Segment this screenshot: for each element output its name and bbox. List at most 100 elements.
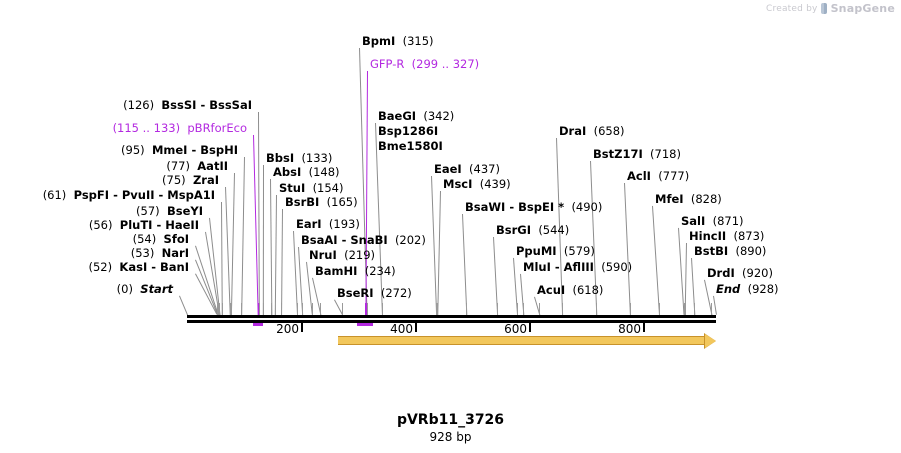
gene-arrow[interactable]	[338, 332, 716, 349]
map-label-bsrgi[interactable]: BsrGI (544)	[496, 224, 569, 237]
map-label-sfoi[interactable]: (54) SfoI	[133, 233, 189, 246]
label-name: End	[716, 282, 741, 296]
map-label-aatii[interactable]: (77) AatII	[166, 160, 228, 173]
map-label-absi[interactable]: AbsI (148)	[273, 166, 340, 179]
leader-line-bsawi-bspei	[462, 213, 468, 315]
label-name: HaeII	[165, 218, 199, 232]
label-separator: -	[337, 233, 351, 247]
label-position: (579)	[563, 244, 595, 258]
map-label-eaei[interactable]: EaeI (437)	[434, 163, 500, 176]
map-label-bbsi[interactable]: BbsI (133)	[266, 152, 332, 165]
label-position: (490)	[571, 200, 603, 214]
label-name: BsrBI	[285, 195, 320, 209]
map-label-stui[interactable]: StuI (154)	[279, 182, 344, 195]
leader-line-mfei	[652, 205, 660, 315]
cut-site-tick-mlui-afliii	[523, 303, 525, 315]
cut-site-tick-bpmi	[366, 303, 368, 315]
map-label-drdi[interactable]: DrdI (920)	[707, 267, 773, 280]
map-label-bpmi[interactable]: BpmI (315)	[362, 35, 434, 48]
label-name: BanI	[160, 260, 189, 274]
label-name: BspEI *	[518, 200, 565, 214]
label-name: Bsp1286I	[378, 124, 439, 138]
leader-line-bsssi-bsssai	[258, 111, 260, 315]
label-position: (439)	[479, 177, 511, 191]
map-label-end[interactable]: End (928)	[716, 283, 779, 296]
map-label-hincii[interactable]: HincII (873)	[689, 230, 764, 243]
cut-site-tick-mmei-bsphi	[241, 303, 243, 315]
cut-site-tick-eari	[297, 303, 299, 315]
map-label-ppumi[interactable]: PpuMI (579)	[516, 245, 595, 258]
map-label-eari[interactable]: EarI (193)	[296, 218, 360, 231]
cut-site-tick-nari	[217, 303, 219, 315]
cut-site-tick-nrui	[311, 303, 313, 315]
label-name: BseYI	[166, 204, 203, 218]
label-position: (590)	[601, 260, 633, 274]
feature-bar-gfp-r-bar[interactable]	[357, 322, 374, 326]
map-label-mfei[interactable]: MfeI (828)	[655, 193, 722, 206]
map-label-bstbi[interactable]: BstBI (890)	[694, 245, 766, 258]
map-label-pluti-haeii[interactable]: (56) PluTI - HaeII	[89, 219, 199, 232]
cut-site-tick-bseyi	[219, 303, 221, 315]
map-label-pbrforeco[interactable]: (115 .. 133) pBRforEco	[113, 122, 247, 135]
label-position: (193)	[328, 217, 360, 231]
map-label-pspfi-pvuii-mspa1i[interactable]: (61) PspFI - PvuII - MspA1I	[43, 189, 215, 202]
map-label-nrui[interactable]: NruI (219)	[309, 249, 375, 262]
map-label-bstz17i[interactable]: BstZ17I (718)	[593, 148, 681, 161]
label-position: (95)	[121, 143, 145, 157]
map-label-acui[interactable]: AcuI (618)	[537, 284, 603, 297]
label-position: (126)	[123, 98, 155, 112]
feature-bar-pbrforeco-bar[interactable]	[252, 322, 263, 326]
label-name: ZraI	[192, 173, 219, 187]
map-label-bseyi[interactable]: (57) BseYI	[136, 205, 203, 218]
cut-site-tick-pbrforeco	[257, 303, 260, 315]
map-label-nari[interactable]: (53) NarI	[131, 247, 189, 260]
label-position: (718)	[650, 147, 681, 161]
cut-site-tick-absi	[271, 303, 273, 315]
title-block: pVRb11_3726 928 bp	[0, 412, 901, 444]
map-label-acli[interactable]: AclI (777)	[627, 170, 689, 183]
label-name: PpuMI	[516, 244, 557, 258]
map-label-sali[interactable]: SalI (871)	[681, 215, 744, 228]
label-name: StuI	[279, 181, 306, 195]
map-label-baegi[interactable]: BaeGI (342)	[378, 110, 454, 123]
label-name: SnaBI	[350, 233, 388, 247]
label-name: DrdI	[707, 266, 735, 280]
map-label-bseri[interactable]: BseRI (272)	[337, 287, 412, 300]
label-separator: -	[505, 200, 519, 214]
leader-line-acli	[624, 182, 631, 315]
cut-site-tick-bseri	[342, 303, 344, 315]
label-position: (828)	[690, 192, 722, 206]
label-name: PluTI	[119, 218, 153, 232]
label-position: (54)	[132, 232, 157, 246]
map-label-mlui-afliii[interactable]: MluI - AflIII (590)	[523, 261, 632, 274]
cut-site-tick-acli	[629, 303, 631, 315]
leader-line-msci	[437, 191, 441, 316]
cut-site-tick-bamhi	[320, 303, 322, 315]
map-label-bme1580i[interactable]: Bme1580I	[378, 140, 443, 153]
ruler-tick-label-800: 800	[618, 322, 642, 336]
label-position: (165)	[326, 195, 358, 209]
map-label-bsrbi[interactable]: BsrBI (165)	[285, 196, 358, 209]
ruler-tick-label-200: 200	[276, 322, 299, 336]
map-label-kasi-bani[interactable]: (52) KasI - BanI	[89, 261, 190, 274]
map-label-bsawi-bspei[interactable]: BsaWI - BspEI * (490)	[465, 201, 602, 214]
label-name: SfoI	[163, 232, 189, 246]
map-label-bamhi[interactable]: BamHI (234)	[315, 265, 396, 278]
label-name: MfeI	[655, 192, 684, 206]
map-label-drai[interactable]: DraI (658)	[559, 125, 625, 138]
map-label-gfp-r[interactable]: GFP-R (299 .. 327)	[370, 58, 479, 71]
label-position: (154)	[312, 181, 344, 195]
map-label-bsssi-bsssai[interactable]: (126) BssSI - BssSaI	[123, 99, 252, 112]
label-position: (133)	[301, 151, 333, 165]
map-label-mmei-bsphi[interactable]: (95) MmeI - BspHI	[121, 144, 238, 157]
map-label-start[interactable]: (0) Start	[117, 283, 173, 296]
label-name: BpmI	[362, 34, 396, 48]
map-label-bsp1286i[interactable]: Bsp1286I	[378, 125, 438, 138]
cut-site-tick-sfoi	[217, 303, 219, 315]
map-label-bsaai-snabi[interactable]: BsaAI - SnaBI (202)	[301, 234, 426, 247]
label-position: (77)	[166, 159, 190, 173]
cut-site-tick-sali	[683, 303, 685, 315]
map-label-zrai[interactable]: (75) ZraI	[162, 174, 219, 187]
label-position: (148)	[308, 165, 340, 179]
map-label-msci[interactable]: MscI (439)	[443, 178, 511, 191]
